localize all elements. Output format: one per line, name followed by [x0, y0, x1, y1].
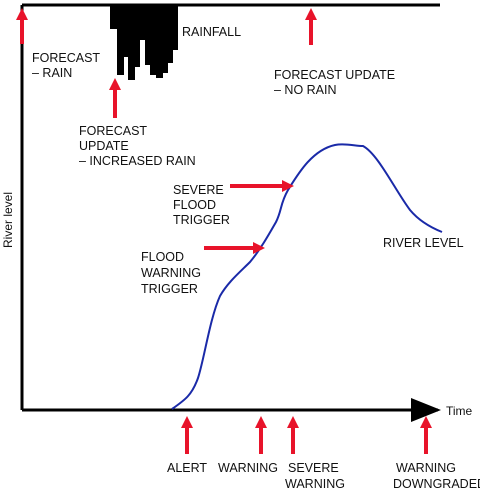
- flood-warning-trigger-label-1: FLOOD: [141, 250, 184, 264]
- forecast-no-rain-label-2: – NO RAIN: [274, 83, 337, 97]
- forecast-increased-label-3: – INCREASED RAIN: [79, 154, 196, 168]
- x-axis-label: Time: [446, 404, 473, 418]
- forecast-rain-label-1: FORECAST: [32, 51, 100, 65]
- warning-arrow: [255, 416, 267, 454]
- forecast-rain-arrow: [16, 8, 28, 44]
- warning-downgraded-label-2: DOWNGRADED: [393, 477, 480, 491]
- severe-flood-trigger-arrow: [230, 180, 294, 192]
- rainfall-label: RAINFALL: [182, 25, 241, 39]
- severe-warning-label-1: SEVERE: [288, 461, 339, 475]
- forecast-no-rain-label-1: FORECAST UPDATE: [274, 68, 395, 82]
- severe-warning-label-2: WARNING: [285, 477, 345, 491]
- forecast-no-rain-arrow: [305, 8, 317, 45]
- forecast-increased-label-1: FORECAST: [79, 124, 147, 138]
- flood-warning-trigger-label-3: TRIGGER: [141, 282, 198, 296]
- forecast-rain-label-2: – RAIN: [32, 66, 72, 80]
- flood-warning-trigger-arrow: [204, 242, 265, 254]
- river-level-curve: [171, 143, 443, 410]
- severe-flood-trigger-label-2: FLOOD: [173, 198, 216, 212]
- alert-arrow: [181, 416, 193, 454]
- severe-warning-arrow: [287, 416, 299, 454]
- forecast-increased-rain-arrow: [109, 78, 121, 118]
- rainfall-bars: [110, 5, 178, 80]
- forecast-increased-label-2: UPDATE: [79, 139, 129, 153]
- flood-warning-trigger-label-2: WARNING: [141, 266, 201, 280]
- severe-flood-trigger-label-1: SEVERE: [173, 183, 224, 197]
- alert-label: ALERT: [167, 461, 207, 475]
- warning-downgraded-label-1: WARNING: [396, 461, 456, 475]
- warning-label: WARNING: [218, 461, 278, 475]
- y-axis-label: River level: [1, 192, 15, 248]
- river-level-label: RIVER LEVEL: [383, 236, 464, 250]
- severe-flood-trigger-label-3: TRIGGER: [173, 213, 230, 227]
- warning-downgraded-arrow: [420, 416, 432, 454]
